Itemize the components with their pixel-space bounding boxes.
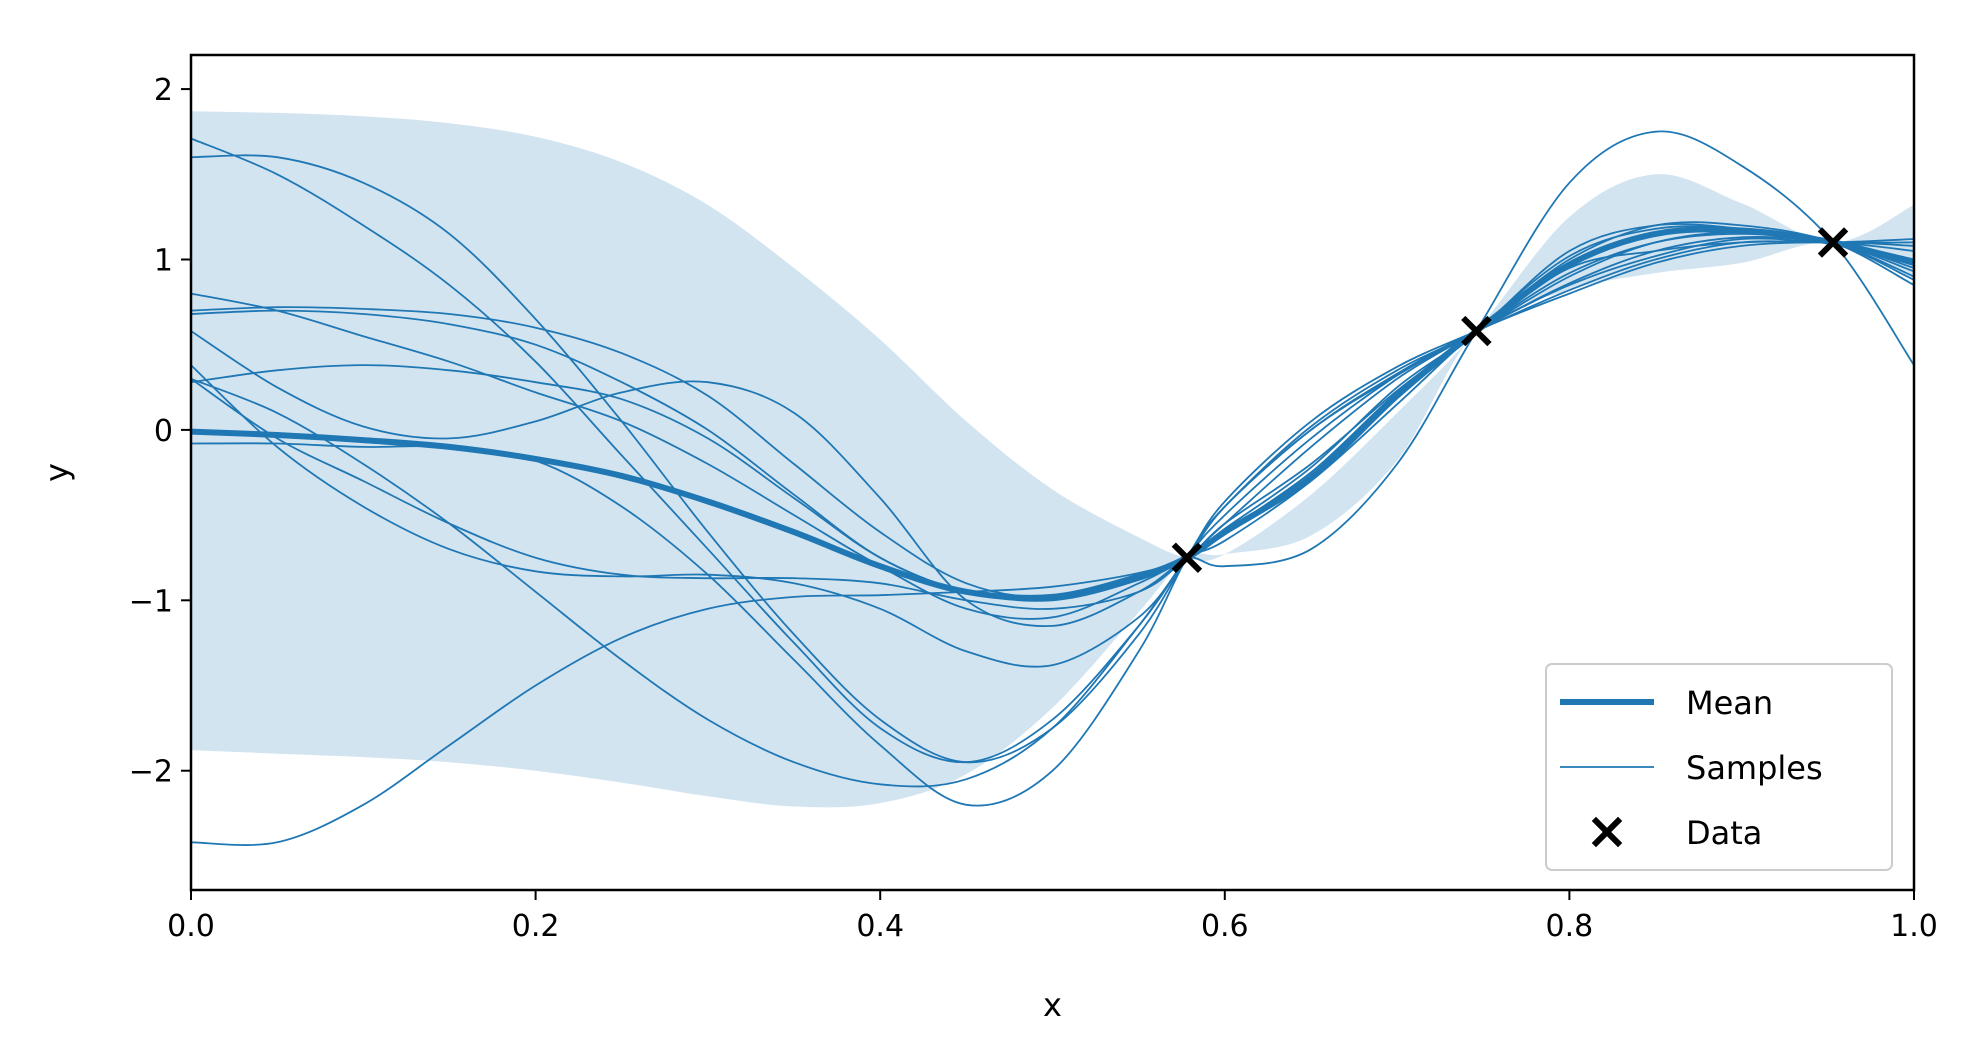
sample-line-1 xyxy=(191,137,1914,764)
y-tick-label: −1 xyxy=(129,584,173,619)
legend-data-x-icon xyxy=(1591,816,1623,848)
y-axis-label: y xyxy=(38,463,76,482)
sample-line-8 xyxy=(191,223,1914,602)
legend-mean-label: Mean xyxy=(1686,684,1773,722)
x-tick-label: 1.0 xyxy=(1890,909,1938,944)
legend: Mean Samples Data xyxy=(1545,663,1893,871)
x-tick-label: 0.2 xyxy=(512,909,560,944)
data-point-2 xyxy=(1461,315,1492,347)
legend-box xyxy=(1545,663,1893,871)
uncertainty-band xyxy=(191,111,1914,808)
plot-frame xyxy=(189,53,1916,892)
y-axis-ticks: −2 −1 0 1 2 xyxy=(129,73,191,790)
mean-line-layer xyxy=(191,226,1914,601)
sample-line-4 xyxy=(191,231,1914,668)
x-tick-label: 0.0 xyxy=(167,909,215,944)
sample-line-3 xyxy=(191,236,1914,788)
y-tick-label: 1 xyxy=(154,243,173,278)
uncertainty-band-layer xyxy=(191,111,1914,808)
legend-samples-label: Samples xyxy=(1686,749,1823,787)
y-tick-label: 2 xyxy=(154,73,173,108)
x-tick-label: 0.4 xyxy=(856,909,904,944)
data-point-1 xyxy=(1171,542,1203,573)
x-tick-label: 0.6 xyxy=(1201,909,1249,944)
y-tick-label: 0 xyxy=(154,414,173,449)
data-point-3 xyxy=(1817,227,1849,258)
sample-line-12 xyxy=(191,130,1914,598)
mean-line xyxy=(191,226,1914,601)
sample-line-2 xyxy=(191,154,1914,764)
x-axis-ticks: 0.0 0.2 0.4 0.6 0.8 1.0 xyxy=(167,890,1938,944)
legend-data-label: Data xyxy=(1686,814,1762,852)
sample-line-11 xyxy=(191,232,1914,610)
y-tick-label: −2 xyxy=(129,755,173,790)
x-tick-label: 0.8 xyxy=(1546,909,1594,944)
data-points-layer xyxy=(1171,227,1849,573)
x-axis-label: x xyxy=(1043,986,1062,1024)
sample-line-6 xyxy=(191,225,1914,627)
